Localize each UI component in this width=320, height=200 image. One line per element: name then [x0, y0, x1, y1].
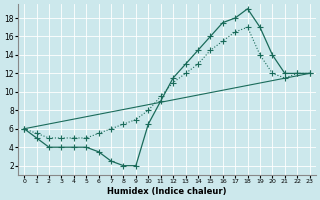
X-axis label: Humidex (Indice chaleur): Humidex (Indice chaleur) [107, 187, 227, 196]
